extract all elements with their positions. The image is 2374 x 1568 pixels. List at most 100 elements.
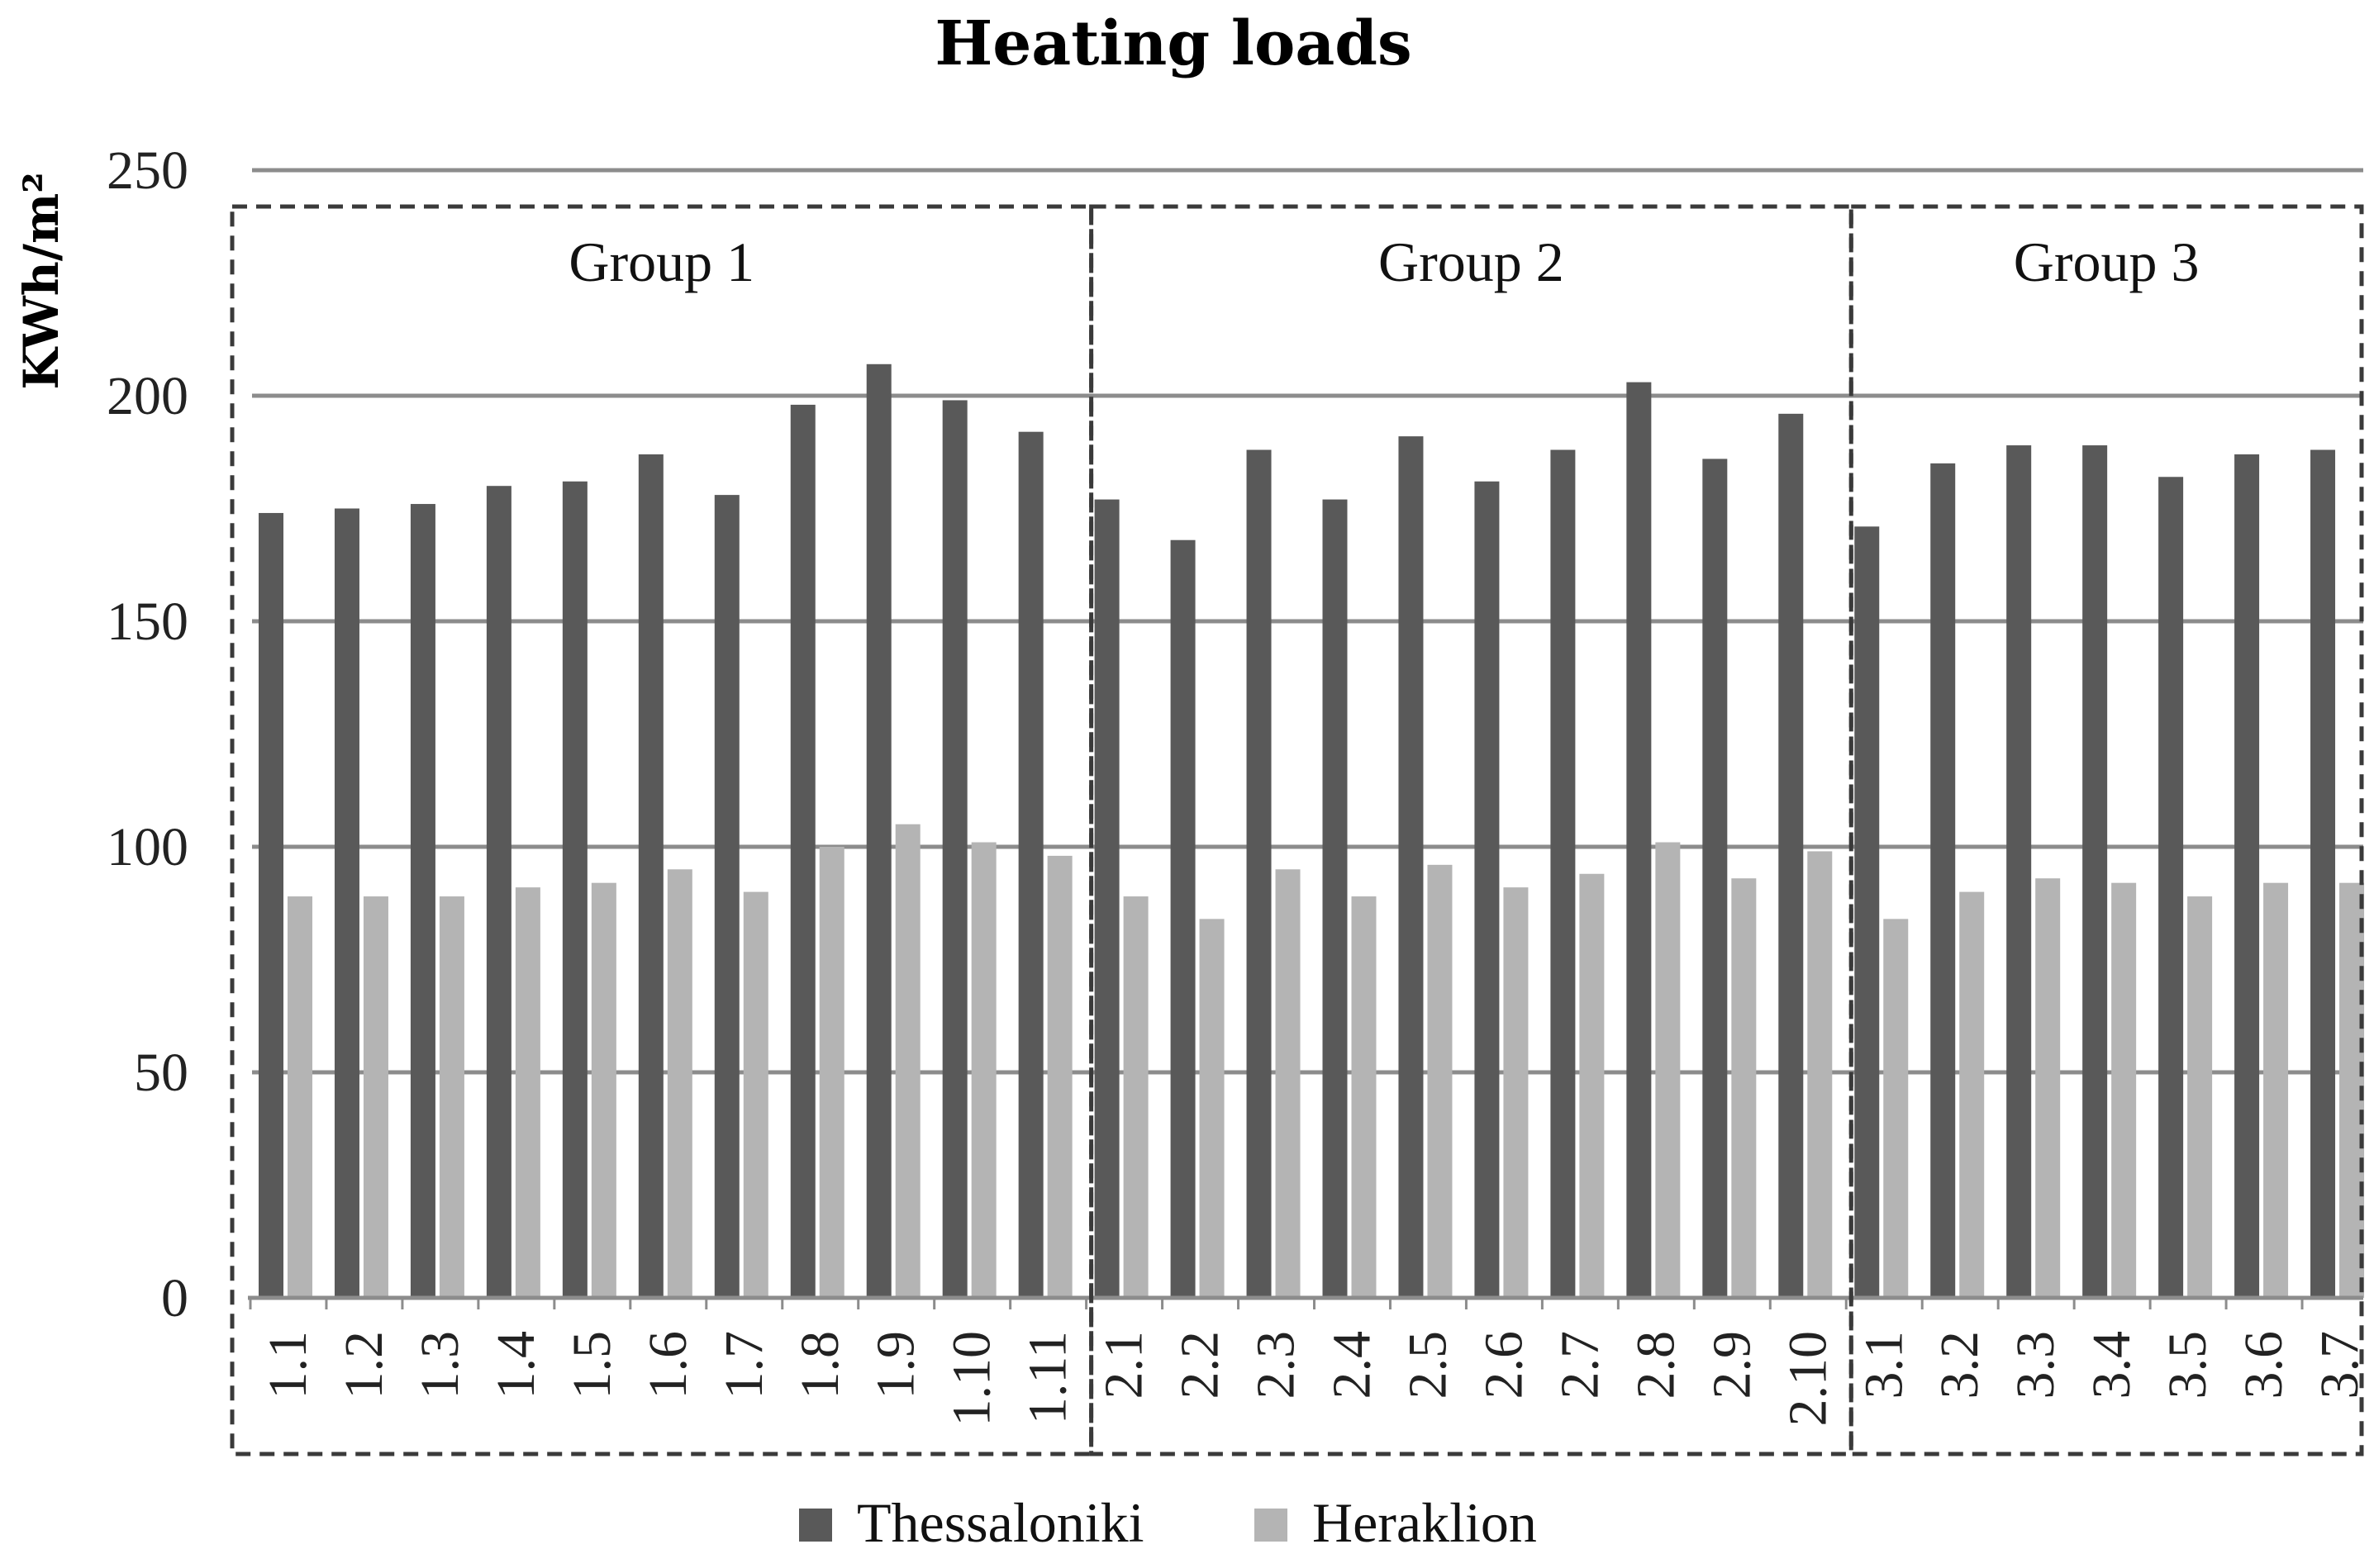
x-tick-label: 3.5 [2158, 1331, 2218, 1399]
group-label-3: Group 3 [2014, 230, 2200, 293]
group-box-2 [1089, 204, 1853, 1456]
bar-heraklion-1-2 [363, 896, 388, 1298]
bar-heraklion-1-3 [439, 896, 464, 1298]
x-tick-label: 3.6 [2234, 1331, 2294, 1399]
bar-thessaloniki-2-5 [1398, 436, 1424, 1298]
x-axis-ticks: 1.1 1.2 1.3 1.4 1.5 1.6 1.7 1.8 1.9 1.10 1.11 2.1 2.… [249, 1298, 2370, 1427]
bar-thessaloniki-2-6 [1474, 481, 1500, 1298]
y-tick-label: 150 [107, 592, 188, 652]
bar-thessaloniki-3-2 [1930, 463, 1956, 1298]
legend-label-heraklion: Heraklion [1312, 1491, 1537, 1554]
bar-thessaloniki-3-1 [1854, 526, 1880, 1298]
y-tick-label: 200 [107, 366, 188, 426]
bar-heraklion-1-11 [1047, 855, 1073, 1298]
bar-thessaloniki-3-3 [2006, 445, 2032, 1298]
x-tick-label: 3.2 [1929, 1331, 1990, 1399]
bar-heraklion-1-7 [743, 891, 768, 1298]
bar-thessaloniki-2-7 [1550, 449, 1576, 1298]
bars [259, 363, 2365, 1299]
x-tick-label: 1.4 [486, 1331, 546, 1399]
x-tick-label: 2.2 [1170, 1331, 1230, 1399]
x-tick-label: 2.8 [1625, 1331, 1686, 1399]
bar-heraklion-1-6 [667, 869, 692, 1298]
x-tick-label: 2.9 [1701, 1331, 1762, 1399]
bar-heraklion-2-8 [1655, 842, 1681, 1298]
x-tick-label: 2.4 [1322, 1331, 1382, 1399]
legend-swatch-thessaloniki [799, 1509, 832, 1542]
x-tick-label: 1.6 [638, 1331, 698, 1399]
bar-thessaloniki-1-9 [866, 363, 892, 1298]
bar-heraklion-2-7 [1579, 873, 1605, 1298]
group-boxes: Group 1 Group 2 Group 3 [230, 204, 2364, 1456]
y-tick-label: 250 [107, 140, 188, 201]
bar-thessaloniki-2-2 [1170, 539, 1196, 1298]
bar-thessaloniki-2-1 [1094, 499, 1120, 1298]
x-tick-label: 1.3 [410, 1331, 470, 1399]
bar-thessaloniki-2-4 [1322, 499, 1348, 1298]
x-tick-label: 1.2 [334, 1331, 394, 1399]
bar-heraklion-2-4 [1351, 896, 1377, 1298]
bar-thessaloniki-1-8 [790, 404, 816, 1298]
x-tick-label: 1.8 [790, 1331, 850, 1399]
bar-thessaloniki-1-1 [259, 512, 283, 1298]
bar-heraklion-2-2 [1199, 919, 1225, 1298]
x-tick-label: 2.7 [1549, 1331, 1610, 1399]
bar-heraklion-2-3 [1275, 869, 1301, 1298]
bar-heraklion-2-9 [1731, 878, 1757, 1298]
bar-heraklion-3-3 [2035, 878, 2061, 1298]
legend: Thessaloniki Heraklion [799, 1491, 1537, 1554]
group-label-1: Group 1 [569, 230, 754, 293]
chart-title: Heating loads [935, 8, 1411, 79]
bar-heraklion-1-1 [288, 896, 312, 1298]
x-tick-label: 1.5 [562, 1331, 622, 1399]
bar-thessaloniki-1-11 [1018, 431, 1044, 1299]
x-tick-label: 1.7 [714, 1331, 774, 1399]
bar-heraklion-2-6 [1503, 887, 1529, 1298]
bar-heraklion-3-2 [1959, 891, 1985, 1298]
x-tick-label: 1.10 [942, 1331, 1002, 1427]
x-tick-label: 2.1 [1094, 1331, 1154, 1399]
x-tick-label: 3.1 [1853, 1331, 1914, 1399]
bar-heraklion-2-1 [1123, 896, 1149, 1298]
bar-heraklion-1-5 [591, 882, 616, 1298]
y-tick-label: 50 [134, 1043, 188, 1103]
x-tick-label: 2.5 [1397, 1331, 1458, 1399]
bar-heraklion-1-4 [515, 887, 540, 1298]
legend-label-thessaloniki: Thessaloniki [857, 1491, 1144, 1554]
x-tick-label: 3.7 [2310, 1331, 2370, 1399]
bar-thessaloniki-1-2 [334, 508, 359, 1298]
bar-thessaloniki-1-7 [714, 495, 740, 1298]
bar-heraklion-3-5 [2187, 896, 2213, 1298]
bar-thessaloniki-3-7 [2310, 449, 2336, 1298]
bar-thessaloniki-1-10 [942, 400, 968, 1299]
bar-heraklion-3-6 [2263, 882, 2289, 1298]
bar-heraklion-1-8 [819, 847, 844, 1298]
y-tick-label: 0 [161, 1268, 188, 1328]
bar-heraklion-1-9 [895, 824, 921, 1298]
bar-heraklion-2-5 [1427, 864, 1453, 1298]
bar-heraklion-3-1 [1883, 919, 1909, 1298]
bar-thessaloniki-2-8 [1626, 382, 1652, 1298]
x-tick-label: 1.11 [1018, 1331, 1078, 1424]
bar-thessaloniki-2-10 [1778, 413, 1804, 1299]
bar-thessaloniki-1-6 [638, 454, 664, 1298]
bar-thessaloniki-2-3 [1246, 449, 1272, 1298]
bar-thessaloniki-1-5 [562, 481, 588, 1298]
x-tick-label: 1.1 [258, 1331, 318, 1399]
bar-thessaloniki-1-3 [410, 504, 435, 1298]
x-tick-label: 2.3 [1246, 1331, 1306, 1399]
y-axis-label: KWh/m² [13, 172, 69, 390]
x-tick-label: 3.3 [2005, 1331, 2066, 1399]
y-axis-ticks: 0 50 100 150 200 250 [107, 140, 188, 1328]
y-tick-label: 100 [107, 817, 188, 877]
x-tick-label: 2.6 [1473, 1331, 1534, 1399]
group-box-3 [1848, 204, 2364, 1456]
x-tick-label: 3.4 [2081, 1331, 2142, 1399]
bar-thessaloniki-3-6 [2234, 454, 2260, 1298]
bar-heraklion-2-10 [1807, 851, 1833, 1298]
bar-heraklion-1-10 [971, 842, 997, 1298]
x-tick-label: 2.10 [1777, 1331, 1838, 1427]
x-tick-label: 1.9 [866, 1331, 926, 1399]
bar-thessaloniki-3-5 [2158, 477, 2184, 1298]
